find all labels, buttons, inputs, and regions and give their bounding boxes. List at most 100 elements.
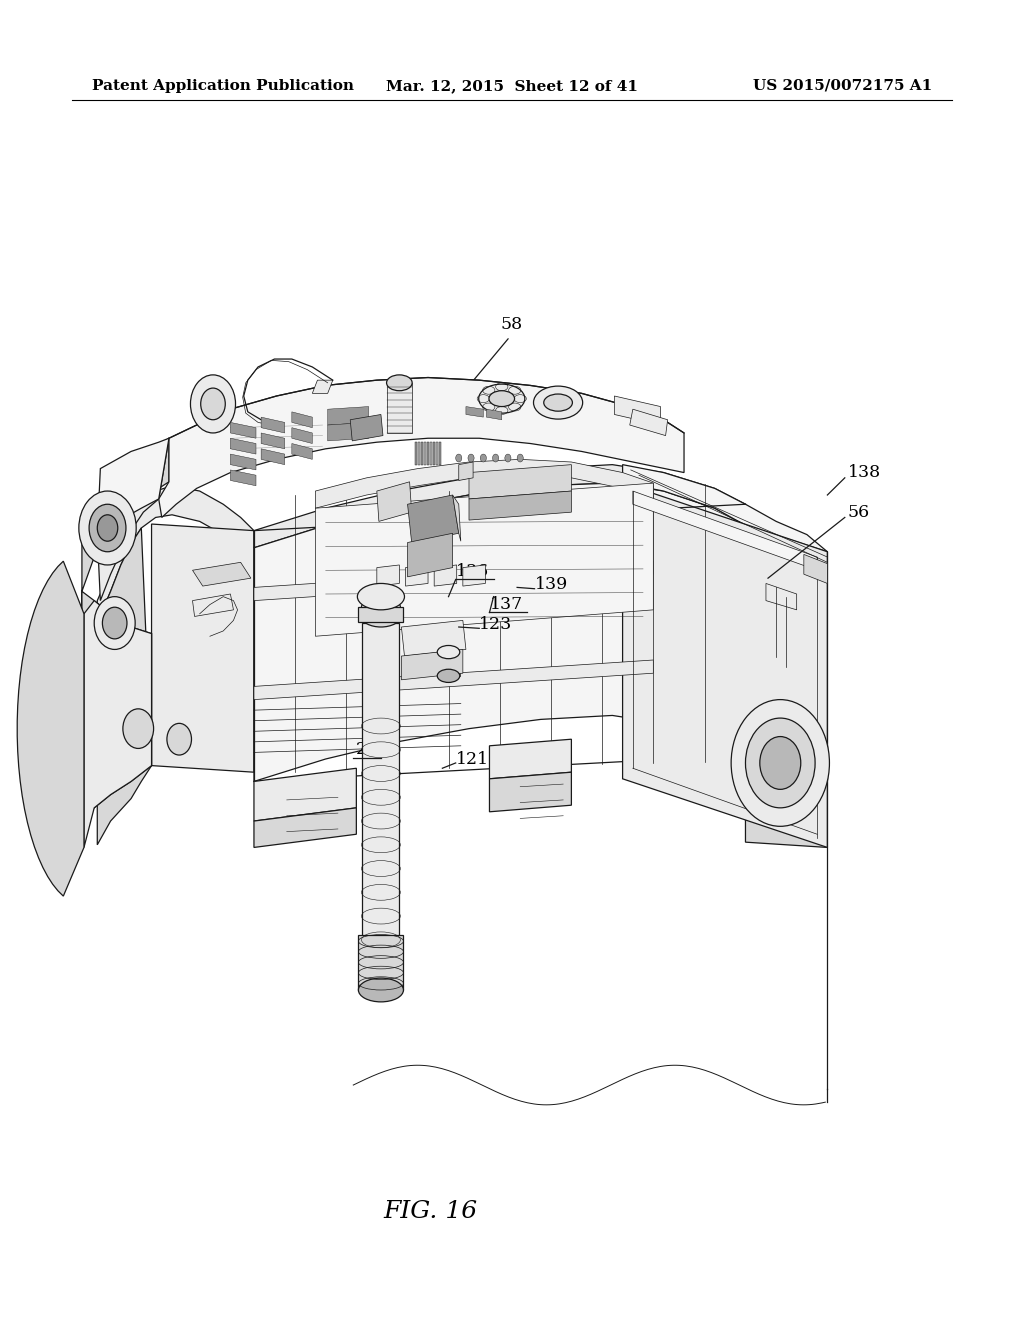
Polygon shape [292, 428, 312, 444]
Polygon shape [489, 772, 571, 812]
Polygon shape [193, 562, 251, 586]
Polygon shape [377, 565, 399, 586]
Circle shape [760, 737, 801, 789]
Polygon shape [254, 808, 356, 847]
Ellipse shape [478, 384, 524, 413]
Polygon shape [437, 652, 460, 676]
Ellipse shape [361, 597, 400, 618]
Polygon shape [82, 591, 152, 847]
Text: 136: 136 [456, 564, 488, 579]
Ellipse shape [437, 645, 460, 659]
Polygon shape [633, 491, 817, 570]
Circle shape [493, 454, 499, 462]
Circle shape [89, 504, 126, 552]
Polygon shape [261, 417, 285, 433]
Polygon shape [408, 495, 459, 543]
Polygon shape [315, 459, 653, 508]
Circle shape [123, 709, 154, 748]
Text: US 2015/0072175 A1: US 2015/0072175 A1 [753, 79, 932, 92]
Polygon shape [97, 486, 254, 623]
Polygon shape [362, 623, 399, 944]
Polygon shape [328, 407, 369, 425]
Polygon shape [377, 482, 412, 521]
Polygon shape [623, 465, 827, 570]
Text: 58: 58 [501, 315, 523, 333]
Polygon shape [84, 601, 152, 847]
Polygon shape [230, 422, 256, 438]
Polygon shape [254, 768, 356, 821]
Polygon shape [434, 565, 457, 586]
Polygon shape [254, 483, 745, 781]
Circle shape [79, 491, 136, 565]
Polygon shape [406, 565, 428, 586]
Polygon shape [614, 396, 660, 425]
Polygon shape [421, 442, 423, 465]
Polygon shape [261, 449, 285, 465]
Text: 123: 123 [479, 616, 512, 632]
Circle shape [94, 597, 135, 649]
Ellipse shape [361, 606, 400, 627]
Text: 139: 139 [535, 577, 567, 593]
Polygon shape [358, 607, 403, 622]
Polygon shape [630, 409, 668, 436]
Circle shape [190, 375, 236, 433]
Ellipse shape [387, 375, 413, 391]
Polygon shape [152, 524, 254, 772]
Polygon shape [436, 442, 438, 465]
Text: 121: 121 [456, 751, 488, 767]
Polygon shape [312, 380, 333, 393]
Text: 26: 26 [355, 742, 378, 758]
Polygon shape [230, 438, 256, 454]
Ellipse shape [544, 393, 572, 412]
Polygon shape [97, 528, 152, 845]
Polygon shape [292, 412, 312, 428]
Ellipse shape [489, 391, 514, 407]
Polygon shape [766, 583, 797, 610]
Polygon shape [17, 561, 84, 896]
Ellipse shape [534, 385, 583, 420]
Polygon shape [193, 594, 233, 616]
Polygon shape [433, 442, 435, 465]
Polygon shape [469, 465, 571, 499]
Polygon shape [424, 442, 426, 465]
Circle shape [505, 454, 511, 462]
Circle shape [102, 607, 127, 639]
Polygon shape [466, 407, 483, 417]
Polygon shape [315, 483, 653, 636]
Circle shape [456, 454, 462, 462]
Polygon shape [261, 433, 285, 449]
Polygon shape [254, 465, 745, 548]
Polygon shape [350, 414, 383, 441]
Text: Patent Application Publication: Patent Application Publication [92, 79, 354, 92]
Polygon shape [408, 533, 453, 577]
Polygon shape [804, 554, 827, 583]
Polygon shape [254, 660, 653, 700]
Polygon shape [439, 442, 441, 465]
Polygon shape [82, 438, 169, 614]
Polygon shape [745, 525, 827, 847]
Polygon shape [97, 438, 169, 601]
Polygon shape [469, 491, 571, 520]
Polygon shape [623, 483, 827, 847]
Polygon shape [486, 409, 502, 420]
Circle shape [480, 454, 486, 462]
Polygon shape [358, 935, 403, 990]
Ellipse shape [357, 583, 404, 610]
Polygon shape [159, 378, 684, 517]
Polygon shape [254, 561, 653, 601]
Circle shape [97, 515, 118, 541]
Polygon shape [418, 442, 420, 465]
Polygon shape [230, 454, 256, 470]
Polygon shape [401, 649, 463, 680]
Text: 137: 137 [489, 597, 522, 612]
Polygon shape [292, 444, 312, 459]
Polygon shape [463, 565, 485, 586]
Polygon shape [415, 442, 417, 465]
Ellipse shape [358, 978, 403, 1002]
Circle shape [468, 454, 474, 462]
Polygon shape [489, 739, 571, 779]
Polygon shape [328, 422, 369, 441]
Text: Mar. 12, 2015  Sheet 12 of 41: Mar. 12, 2015 Sheet 12 of 41 [386, 79, 638, 92]
Polygon shape [97, 438, 169, 535]
Circle shape [517, 454, 523, 462]
